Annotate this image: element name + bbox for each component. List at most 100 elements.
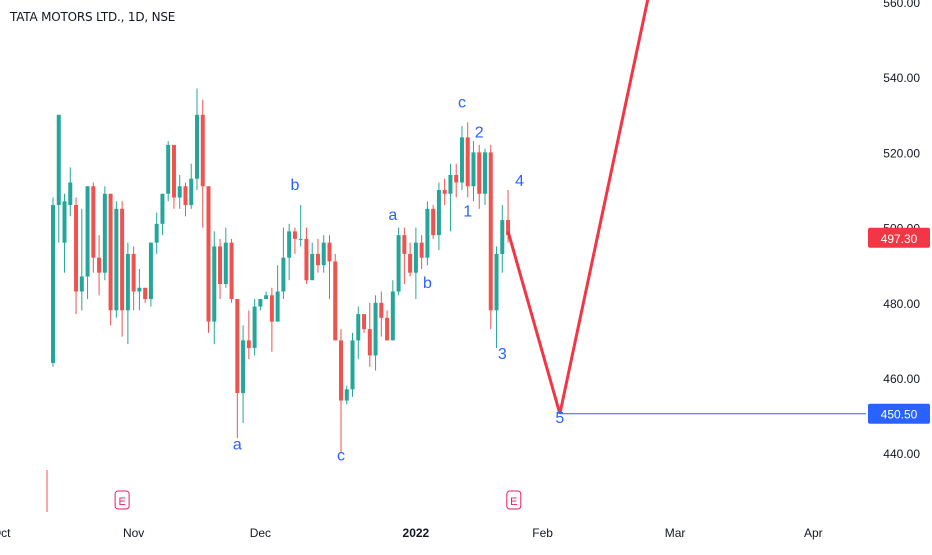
candle-body[interactable] [396, 235, 401, 292]
last-price-badge [868, 227, 930, 248]
last-price-label: 497.30 [881, 232, 918, 246]
y-tick-label: 560.00 [883, 0, 920, 10]
candle-body[interactable] [68, 182, 73, 206]
candle-body[interactable] [264, 295, 269, 300]
candle-body[interactable] [91, 186, 96, 258]
wave-label: b [423, 275, 432, 292]
candle-body[interactable] [85, 186, 90, 277]
candle-body[interactable] [488, 152, 493, 311]
candle-body[interactable] [350, 340, 355, 390]
candle-body[interactable] [229, 242, 234, 300]
candle-body[interactable] [362, 314, 367, 330]
candle-body[interactable] [327, 242, 332, 262]
candle-body[interactable] [310, 253, 315, 281]
wave-label: c [337, 448, 345, 465]
candle-body[interactable] [465, 137, 470, 187]
candle-body[interactable] [160, 193, 165, 224]
candle-body[interactable] [200, 114, 205, 187]
x-tick-label: Mar [665, 526, 686, 540]
candle-body[interactable] [373, 302, 378, 356]
candle-body[interactable] [477, 152, 482, 194]
candle-body[interactable] [212, 246, 217, 322]
candle-body[interactable] [333, 261, 338, 341]
candle-body[interactable] [102, 193, 107, 273]
candle-body[interactable] [379, 302, 384, 318]
y-tick-label: 460.00 [883, 372, 920, 386]
candle-body[interactable] [494, 253, 499, 311]
candle-body[interactable] [367, 329, 372, 356]
candle-body[interactable] [506, 220, 511, 236]
candle-body[interactable] [120, 208, 125, 311]
candle-body[interactable] [304, 238, 309, 281]
candle-body[interactable] [56, 114, 61, 206]
candle-body[interactable] [183, 186, 188, 206]
candle-body[interactable] [459, 137, 464, 183]
candle-body[interactable] [154, 223, 159, 243]
candle-body[interactable] [166, 144, 171, 194]
candle-body[interactable] [246, 340, 251, 348]
candle-body[interactable] [143, 287, 148, 300]
candle-body[interactable] [483, 152, 487, 194]
candle-body[interactable] [413, 242, 418, 273]
wave-label: 5 [555, 410, 564, 427]
candle-body[interactable] [74, 205, 79, 292]
earnings-marker[interactable] [506, 490, 522, 510]
candle-body[interactable] [385, 317, 390, 341]
candle-body[interactable] [252, 306, 257, 348]
candle-body[interactable] [275, 291, 280, 322]
y-tick-label: 520.00 [883, 146, 920, 160]
candle-body[interactable] [431, 208, 436, 236]
candle-body[interactable] [436, 190, 441, 236]
candle-body[interactable] [171, 144, 176, 198]
candle-body[interactable] [189, 178, 194, 206]
candle-body[interactable] [442, 190, 447, 194]
earnings-marker[interactable] [114, 490, 130, 510]
candle-body[interactable] [408, 253, 413, 273]
candle-body[interactable] [471, 152, 476, 187]
candle-body[interactable] [79, 276, 84, 292]
candle-body[interactable] [281, 257, 286, 292]
candle-body[interactable] [195, 114, 199, 179]
candle-body[interactable] [223, 242, 228, 284]
candle-body[interactable] [448, 174, 453, 194]
candle-body[interactable] [108, 193, 113, 311]
candle-body[interactable] [356, 314, 361, 341]
candle-body[interactable] [402, 235, 407, 254]
candle-body[interactable] [425, 208, 430, 258]
candle-body[interactable] [344, 389, 349, 401]
candle-body[interactable] [321, 242, 326, 266]
candle-body[interactable] [292, 231, 297, 239]
candle-body[interactable] [339, 340, 343, 401]
target-price-badge [868, 403, 930, 424]
candle-body[interactable] [454, 174, 459, 183]
candle-body[interactable] [258, 299, 263, 307]
x-tick-label: Oct [0, 526, 11, 540]
wave-label: 1 [463, 203, 472, 220]
candle-body[interactable] [131, 253, 136, 292]
candle-body[interactable] [206, 186, 211, 322]
candle-body[interactable] [298, 238, 303, 240]
candle-body[interactable] [97, 257, 102, 273]
x-tick-label: Feb [532, 526, 553, 540]
candle-body[interactable] [287, 231, 292, 258]
wave-label: a [388, 207, 397, 224]
candle-body[interactable] [315, 253, 320, 266]
candle-body[interactable] [269, 295, 274, 322]
candle-body[interactable] [125, 253, 130, 311]
projection-path[interactable] [506, 0, 652, 415]
candle-body[interactable] [62, 201, 67, 243]
candle-body[interactable] [241, 340, 246, 394]
candle-body[interactable] [500, 220, 505, 254]
earnings-marker-label: E [510, 496, 517, 508]
candle-body[interactable] [390, 291, 395, 341]
candle-body[interactable] [177, 186, 182, 198]
candle-body[interactable] [51, 205, 55, 363]
candle-body[interactable] [419, 242, 424, 258]
candle-body[interactable] [218, 246, 223, 284]
candle-body[interactable] [114, 208, 119, 311]
candle-body[interactable] [148, 242, 153, 300]
candle-body[interactable] [235, 299, 240, 394]
candle-body[interactable] [137, 287, 142, 292]
